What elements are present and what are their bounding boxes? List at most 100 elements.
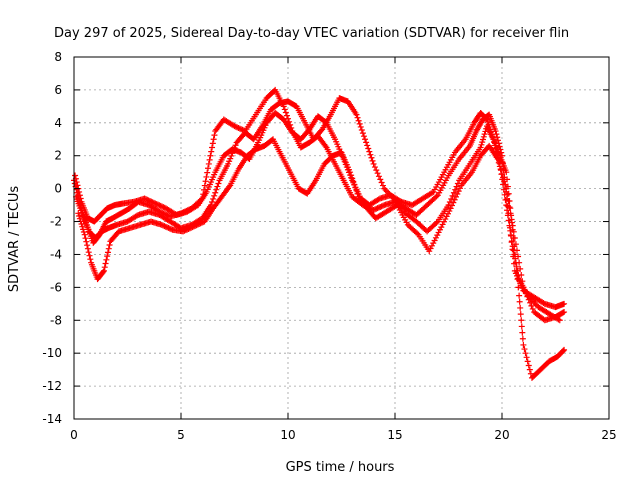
data-point (318, 127, 325, 134)
data-point (105, 245, 112, 252)
data-point (431, 237, 438, 244)
data-point (448, 195, 455, 202)
x-tick-label: 20 (494, 428, 509, 442)
data-point (357, 123, 364, 130)
data-point (194, 221, 201, 228)
data-point (213, 186, 220, 193)
data-point (508, 216, 515, 223)
data-point (499, 176, 506, 183)
y-axis-title: SDTVAR / TECUs (7, 186, 22, 293)
data-point (210, 136, 217, 143)
data-point (518, 323, 525, 330)
data-point (491, 139, 498, 146)
data-point (73, 179, 80, 186)
data-point (522, 350, 529, 357)
x-tick-label: 5 (177, 428, 185, 442)
data-point (432, 234, 439, 241)
data-point (508, 232, 515, 239)
data-point (370, 207, 377, 214)
data-point (540, 299, 547, 306)
data-point (210, 195, 217, 202)
data-point (559, 309, 566, 316)
data-point (103, 256, 110, 263)
data-point (192, 222, 199, 229)
data-point (371, 206, 378, 213)
data-point (364, 142, 371, 149)
data-point (197, 220, 204, 227)
data-point (84, 242, 91, 249)
data-point (509, 243, 516, 250)
y-tick-label: -4 (50, 247, 62, 261)
data-point (106, 241, 113, 248)
data-point (510, 247, 517, 254)
data-point (492, 142, 499, 149)
data-point (344, 166, 351, 173)
data-point (100, 267, 107, 274)
data-point (144, 196, 151, 203)
data-point (397, 197, 404, 204)
data-point (82, 235, 89, 242)
y-tick-label: -10 (42, 346, 62, 360)
data-point (507, 205, 514, 212)
data-point (164, 224, 171, 231)
data-point (209, 199, 216, 206)
data-point (375, 204, 382, 211)
data-point (556, 317, 563, 324)
data-point (497, 166, 504, 173)
data-point (76, 188, 83, 195)
data-point (225, 160, 232, 167)
y-tick-label: 8 (54, 50, 62, 64)
data-point (282, 109, 289, 116)
data-point (512, 259, 519, 266)
data-point (359, 130, 366, 137)
data-point (521, 346, 528, 353)
data-point (198, 219, 205, 226)
data-point (480, 133, 487, 140)
data-point (145, 197, 152, 204)
data-point (377, 203, 384, 210)
data-point (451, 196, 458, 203)
data-point (428, 242, 435, 249)
data-point (160, 204, 167, 211)
data-point (205, 165, 212, 172)
x-axis-title: GPS time / hours (286, 460, 395, 475)
data-point (449, 192, 456, 199)
data-point (206, 156, 213, 163)
x-tick-label: 0 (70, 428, 78, 442)
data-point (146, 197, 153, 204)
data-point (362, 136, 369, 143)
data-point (166, 225, 173, 232)
data-point (235, 124, 242, 131)
data-point (519, 335, 526, 342)
x-tick-label: 15 (387, 428, 402, 442)
data-point (496, 157, 503, 164)
y-tick-label: -8 (50, 313, 62, 327)
data-point (507, 227, 514, 234)
x-tick-label: 25 (601, 428, 616, 442)
data-point (378, 203, 385, 210)
y-tick-label: 2 (54, 149, 62, 163)
data-point (561, 346, 568, 353)
x-tick-label: 10 (280, 428, 295, 442)
data-point (493, 148, 500, 155)
data-point (379, 182, 386, 189)
data-point (450, 189, 457, 196)
data-point (529, 305, 536, 312)
data-point (436, 226, 443, 233)
data-point (496, 143, 503, 150)
data-point (342, 161, 349, 168)
data-point (560, 347, 567, 354)
data-point (80, 229, 87, 236)
data-point (528, 302, 535, 309)
data-point (202, 178, 209, 185)
data-point (515, 272, 522, 279)
data-point (104, 249, 111, 256)
data-point (373, 205, 380, 212)
plot-frame (73, 56, 610, 420)
data-point (356, 120, 363, 127)
data-point (561, 309, 568, 316)
data-point (511, 235, 518, 241)
data-point (239, 126, 246, 133)
data-point (142, 196, 149, 203)
